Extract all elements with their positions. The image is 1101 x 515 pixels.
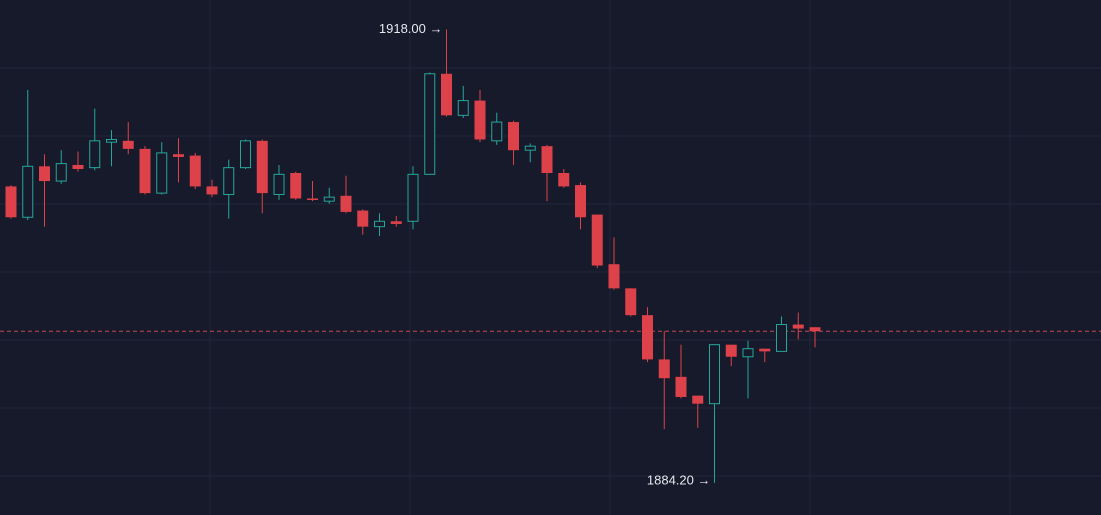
candle-body (709, 344, 720, 405)
candle-body (407, 173, 419, 222)
candle-body (156, 152, 168, 194)
candle-body (424, 73, 436, 175)
candle-body (591, 214, 603, 266)
candle-body (173, 154, 184, 157)
candle-body (558, 173, 570, 187)
candle-body (742, 348, 754, 358)
candle-body (474, 100, 486, 140)
candle-body (106, 138, 117, 143)
candle-body (72, 164, 84, 169)
candle-body (625, 288, 637, 316)
candle-body (340, 195, 352, 212)
candle-body (374, 220, 385, 228)
candle-body (725, 344, 737, 357)
candle-body (658, 359, 670, 379)
candle-body (206, 186, 218, 195)
candle-body (759, 348, 771, 352)
candle-body (357, 210, 369, 227)
candle-body (290, 173, 302, 199)
low-label: 1884.20 → (647, 472, 711, 487)
candle-body (39, 166, 50, 182)
candle-body (692, 395, 704, 404)
candle-body (22, 165, 34, 218)
candle-body (307, 198, 318, 200)
candle-body (5, 186, 17, 218)
candle-body (809, 327, 821, 332)
candle-body (390, 221, 402, 224)
candle-body (441, 73, 452, 116)
candle-body (89, 140, 101, 169)
candle-body (491, 121, 503, 142)
candle-body (792, 324, 804, 329)
candle-body (240, 140, 251, 169)
candle-body (323, 196, 335, 202)
candle-body (256, 140, 268, 194)
candle-body (524, 145, 536, 151)
candle-body (776, 324, 787, 352)
candle-body (223, 167, 235, 195)
high-label: 1918.00 → (379, 21, 443, 36)
candle-body (139, 148, 151, 194)
candle-body (189, 155, 201, 187)
candle-body (273, 173, 285, 195)
candle-body (457, 100, 469, 116)
candle-body (675, 376, 687, 397)
candle-body (508, 122, 519, 151)
candle-body (55, 163, 67, 182)
candle-body (575, 185, 586, 218)
candle-body (541, 146, 553, 174)
candle-body (642, 315, 653, 360)
candle-body (608, 264, 620, 289)
candle-body (122, 140, 134, 149)
